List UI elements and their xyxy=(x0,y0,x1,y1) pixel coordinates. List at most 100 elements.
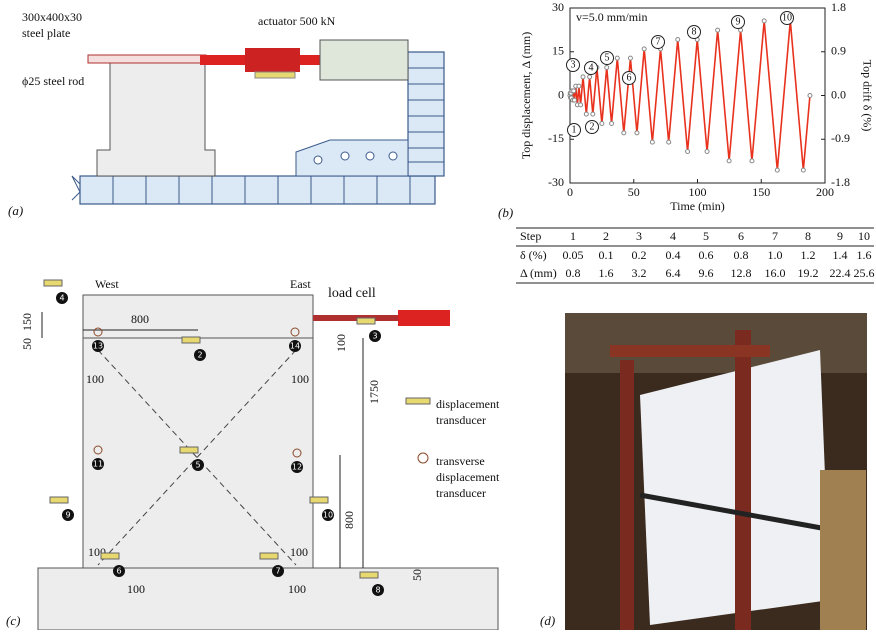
figure: 300x400x30 steel plate actuator 500 kN ϕ… xyxy=(0,0,876,630)
table-cell: 8 xyxy=(805,229,811,243)
base xyxy=(38,568,498,630)
marker xyxy=(572,98,576,102)
dimension: 1750 xyxy=(367,380,381,404)
table: Step12345678910δ (%)0.050.10.20.40.60.81… xyxy=(516,228,875,283)
marker xyxy=(705,150,709,154)
marker xyxy=(588,75,592,79)
y2-label: Top drift δ (%) xyxy=(860,60,874,132)
transducer xyxy=(101,553,119,559)
step-label: 10 xyxy=(782,12,792,23)
legend-text: transducer xyxy=(436,413,486,427)
marker xyxy=(667,140,671,144)
table-cell: 0.6 xyxy=(699,248,714,262)
table-cell: 6.4 xyxy=(666,266,681,280)
load-cell-rod xyxy=(313,315,398,321)
transducer xyxy=(180,447,198,453)
wall xyxy=(83,295,313,568)
dimension: 150 xyxy=(20,313,34,331)
transducer xyxy=(50,497,68,503)
marker xyxy=(600,122,604,126)
x-tick-label: 100 xyxy=(689,185,707,199)
table-cell: 1.6 xyxy=(857,248,872,262)
marker xyxy=(635,131,639,135)
table-cell: 6 xyxy=(738,229,744,243)
table-cell: 0.1 xyxy=(599,248,614,262)
marker xyxy=(572,89,576,93)
rod-label: ϕ25 steel rod xyxy=(22,74,84,88)
marker xyxy=(605,66,609,70)
marker xyxy=(801,168,805,172)
table-cell: 19.2 xyxy=(798,266,819,280)
step-label: 2 xyxy=(590,121,595,132)
table-cell: Step xyxy=(520,229,541,243)
dimension: 100 xyxy=(288,582,306,596)
sensor-number: 11 xyxy=(93,460,103,469)
dimension: 50 xyxy=(410,569,424,581)
actuator-seat xyxy=(255,72,295,78)
photo-beam xyxy=(610,345,770,357)
table-cell: 5 xyxy=(703,229,709,243)
x-tick-label: 150 xyxy=(752,185,770,199)
panel-label: (a) xyxy=(8,203,23,218)
table-cell: 0.2 xyxy=(632,248,647,262)
table-cell: 1.6 xyxy=(599,266,614,280)
marker xyxy=(727,159,731,163)
step-label: 5 xyxy=(605,52,610,63)
y2-tick-label: -0.9 xyxy=(831,131,850,145)
sensor-number: 3 xyxy=(372,332,377,341)
table-cell: 0.4 xyxy=(666,248,681,262)
table-cell: 1 xyxy=(570,229,576,243)
sensor-number: 5 xyxy=(195,461,200,470)
table-cell: 9.6 xyxy=(699,266,714,280)
transducer xyxy=(260,553,278,559)
y2-tick-label: 1.8 xyxy=(831,0,846,14)
sensor-number: 10 xyxy=(323,511,333,520)
dimension: 800 xyxy=(131,312,149,326)
y-tick-label: 0 xyxy=(558,87,564,101)
y-tick-label: -15 xyxy=(548,131,564,145)
legend-text: displacement xyxy=(436,397,500,411)
marker xyxy=(615,56,619,60)
table-cell: 7 xyxy=(772,229,778,243)
marker xyxy=(775,168,779,172)
marker xyxy=(628,56,632,60)
table-cell: 12.8 xyxy=(731,266,752,280)
legend-transverse xyxy=(418,453,428,463)
marker xyxy=(591,112,595,116)
table-cell: 2 xyxy=(603,229,609,243)
table-cell: 0.8 xyxy=(734,248,749,262)
actuator-housing xyxy=(320,40,408,80)
marker xyxy=(610,122,614,126)
west-label: West xyxy=(95,277,119,291)
transducer xyxy=(360,572,378,578)
y2-tick-label: 0.9 xyxy=(831,44,846,58)
marker xyxy=(716,28,720,32)
sensor-number: 13 xyxy=(93,342,103,351)
marker xyxy=(584,112,588,116)
marker xyxy=(581,75,585,79)
marker xyxy=(762,19,766,23)
step-label: 4 xyxy=(589,62,594,73)
marker xyxy=(622,131,626,135)
annotation: v=5.0 mm/min xyxy=(576,10,647,24)
photo-column xyxy=(620,360,634,630)
marker xyxy=(676,38,680,42)
sensor-number: 2 xyxy=(197,351,202,360)
y2-tick-label: 0.0 xyxy=(831,87,846,101)
legend-text: displacement xyxy=(436,470,500,484)
table-cell: 22.4 xyxy=(830,266,851,280)
table-cell: 9 xyxy=(837,229,843,243)
marker xyxy=(579,103,583,107)
table-cell: 3.2 xyxy=(632,266,647,280)
dimension: 100 xyxy=(291,372,309,386)
dimension: 100 xyxy=(290,545,308,559)
dimension: 50 xyxy=(20,338,34,350)
sensor-number: 7 xyxy=(275,567,280,576)
photo-ceiling xyxy=(565,313,867,373)
panel-c: West East load cell displacement transdu… xyxy=(6,277,500,630)
photo-column xyxy=(735,330,751,630)
panel-label: (b) xyxy=(498,205,513,220)
line xyxy=(570,21,810,170)
steel-plate xyxy=(88,55,206,63)
